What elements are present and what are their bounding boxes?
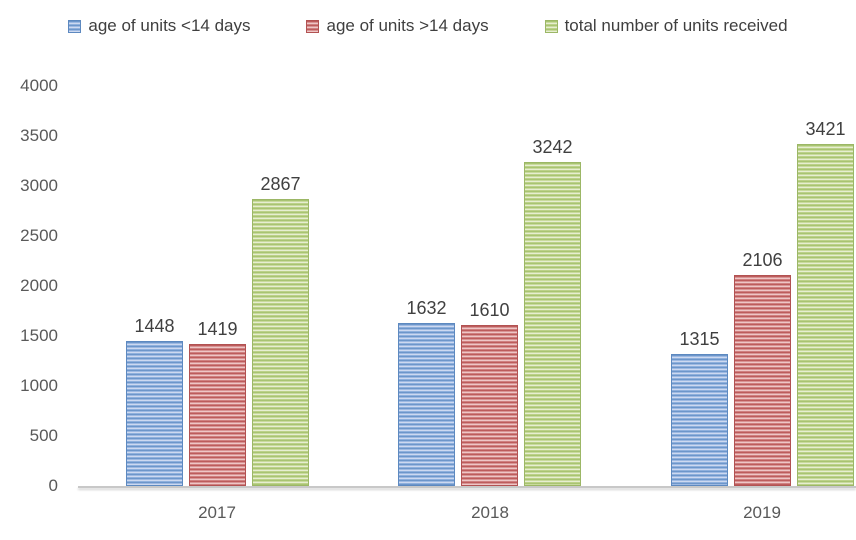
legend-label: total number of units received <box>564 16 788 35</box>
legend-item-series-1: age of units >14 days <box>306 16 489 36</box>
y-axis-tick-label: 1000 <box>20 376 58 395</box>
data-label-2018-series-1: 1610 <box>469 300 510 320</box>
bar-2017-series-1 <box>189 344 246 486</box>
legend-item-series-0: age of units <14 days <box>68 16 250 36</box>
y-axis-tick-label: 2000 <box>20 276 58 295</box>
legend-item-series-2: total number of units received <box>544 16 788 36</box>
legend-swatch-icon <box>68 19 82 33</box>
legend-label: age of units >14 days <box>326 16 489 35</box>
bar-2018-series-0 <box>398 323 455 486</box>
y-axis-tick-label: 3500 <box>20 126 58 145</box>
data-label-2019-series-2: 3421 <box>805 119 846 139</box>
bar-2019-series-2 <box>797 144 854 486</box>
y-axis-tick-label: 2500 <box>20 226 58 245</box>
x-axis-category-label: 2017 <box>198 503 236 522</box>
y-axis-tick-label: 500 <box>29 426 58 445</box>
bar-2017-series-2 <box>252 199 309 486</box>
y-axis-tick-label: 0 <box>48 476 58 495</box>
bar-2019-series-1 <box>734 275 791 486</box>
bar-2018-series-2 <box>524 162 581 486</box>
data-label-2019-series-0: 1315 <box>679 329 720 349</box>
data-label-2017-series-1: 1419 <box>197 319 238 339</box>
data-label-2017-series-0: 1448 <box>134 316 175 336</box>
data-label-2018-series-0: 1632 <box>406 298 447 318</box>
data-label-2017-series-2: 2867 <box>260 174 301 194</box>
bar-2017-series-0 <box>126 341 183 486</box>
y-axis-tick-label: 3000 <box>20 176 58 195</box>
x-axis-category-label: 2019 <box>743 503 781 522</box>
legend-label: age of units <14 days <box>88 16 251 35</box>
x-axis-category-label: 2018 <box>471 503 509 522</box>
y-axis-tick-label: 4000 <box>20 76 58 95</box>
bar-2019-series-0 <box>671 354 728 486</box>
legend-swatch-icon <box>306 19 320 33</box>
y-axis-tick-label: 1500 <box>20 326 58 345</box>
data-label-2019-series-1: 2106 <box>742 250 783 270</box>
chart-legend: age of units <14 days age of units >14 da… <box>0 16 856 36</box>
legend-swatch-icon <box>544 19 558 33</box>
data-label-2018-series-2: 3242 <box>532 137 573 157</box>
bar-2018-series-1 <box>461 325 518 486</box>
x-axis-line <box>78 486 856 488</box>
